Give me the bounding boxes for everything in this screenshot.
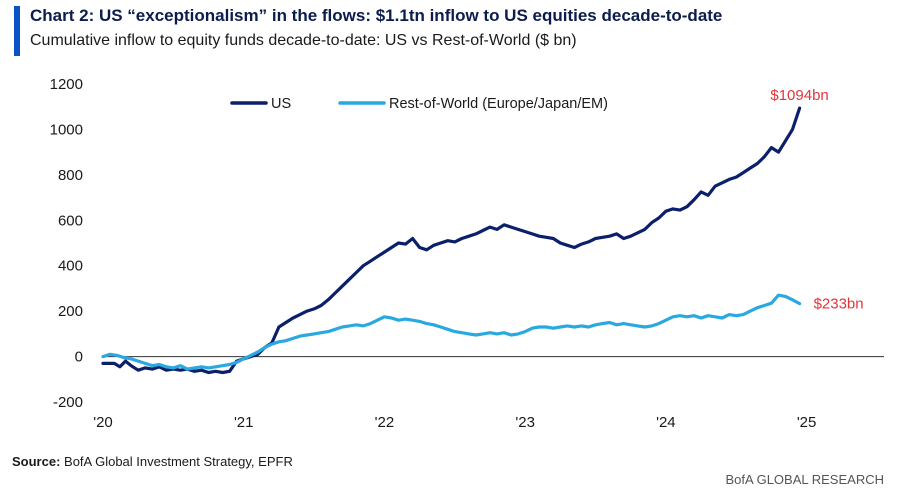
series-lines <box>101 106 802 375</box>
y-tick-label: 600 <box>58 212 83 229</box>
y-tick-label: 0 <box>75 349 83 366</box>
chart-legend: US Rest-of-World (Europe/Japan/EM) <box>230 96 608 112</box>
y-tick-label: 1000 <box>50 121 83 138</box>
x-tick-label: '25 <box>797 414 817 431</box>
chart-title: Chart 2: US “exceptionalism” in the flow… <box>30 6 723 25</box>
series-end-labels: $1094bn $233bn <box>770 87 863 313</box>
y-axis-ticks: -200 0 200 400 600 800 1000 1200 <box>50 76 83 411</box>
us-end-label: $1094bn <box>770 87 828 104</box>
x-tick-label: '21 <box>234 414 254 431</box>
y-tick-label: 200 <box>58 303 83 320</box>
x-axis-ticks: '20 '21 '22 '23 '24 '25 <box>93 414 816 431</box>
y-tick-label: 800 <box>58 167 83 184</box>
y-tick-label: 400 <box>58 258 83 275</box>
x-tick-label: '24 <box>656 414 676 431</box>
chart-subtitle: Cumulative inflow to equity funds decade… <box>30 32 577 49</box>
legend-item-us-label: US <box>271 96 291 112</box>
title-accent-bar <box>14 6 20 56</box>
x-tick-label: '20 <box>93 414 113 431</box>
x-tick-label: '22 <box>375 414 395 431</box>
legend-item-row-label: Rest-of-World (Europe/Japan/EM) <box>389 96 608 112</box>
source-label: Source: <box>12 454 61 469</box>
row-end-label: $233bn <box>814 296 864 313</box>
y-tick-label: -200 <box>53 394 83 411</box>
source-text: BofA Global Investment Strategy, EPFR <box>60 454 293 469</box>
x-tick-label: '23 <box>515 414 535 431</box>
row-series-line <box>101 293 802 371</box>
us-series-line <box>101 106 802 375</box>
source-note: Source: BofA Global Investment Strategy,… <box>12 454 293 469</box>
brand-footer: BofA GLOBAL RESEARCH <box>725 472 884 487</box>
y-tick-label: 1200 <box>50 76 83 93</box>
